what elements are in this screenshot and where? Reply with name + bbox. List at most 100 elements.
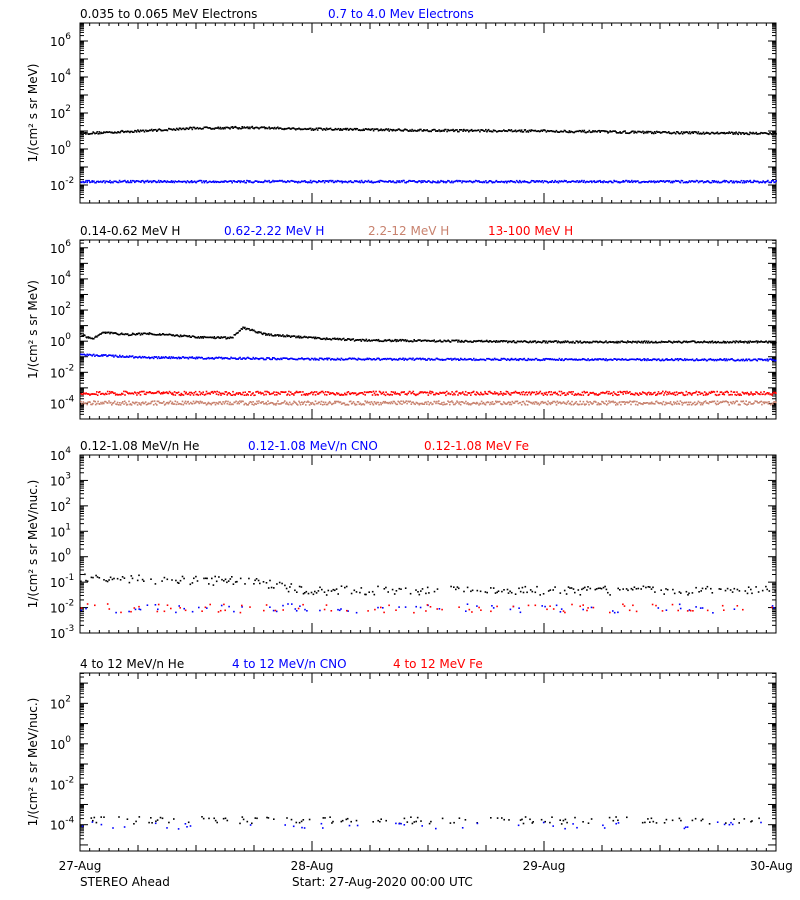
data-point: [567, 181, 569, 183]
data-point: [536, 180, 539, 182]
data-point: [718, 402, 721, 404]
data-point: [301, 128, 304, 131]
data-point: [134, 129, 136, 132]
data-point: [230, 356, 232, 359]
data-point: [606, 130, 608, 133]
data-point: [140, 332, 143, 335]
data-point: [660, 392, 663, 394]
data-point: [422, 181, 424, 183]
data-point: [307, 392, 310, 395]
data-point: [549, 340, 552, 343]
data-point: [139, 129, 142, 132]
data-point: [611, 341, 613, 343]
data-point: [210, 391, 213, 394]
data-point: [596, 394, 598, 396]
data-point: [120, 394, 122, 396]
data-point: [715, 403, 718, 406]
data-point: [671, 359, 674, 361]
data-point: [449, 393, 452, 395]
data-point: [655, 341, 658, 344]
data-point: [398, 128, 400, 130]
data-point: [255, 357, 257, 359]
data-point: [303, 335, 306, 338]
data-point: [706, 359, 709, 362]
data-point: [457, 358, 459, 360]
data-point: [236, 181, 239, 183]
data-point: [488, 340, 491, 342]
data-point: [473, 340, 475, 342]
data-point: [326, 180, 329, 182]
data-point: [629, 181, 631, 183]
data-point: [721, 393, 724, 395]
data-point: [204, 402, 207, 404]
data-point: [158, 181, 161, 184]
data-point: [550, 341, 552, 343]
data-point: [501, 358, 504, 360]
data-point: [730, 390, 732, 393]
data-point: [417, 402, 419, 405]
data-point: [140, 390, 143, 393]
data-point: [433, 339, 435, 341]
data-point: [426, 403, 428, 405]
data-point: [675, 358, 678, 361]
data-point: [701, 358, 704, 361]
data-point: [641, 181, 644, 183]
data-point: [198, 390, 201, 393]
data-point: [157, 334, 160, 336]
data-point: [277, 180, 279, 183]
data-point: [273, 127, 275, 130]
data-point: [154, 402, 157, 405]
data-point: [369, 403, 372, 406]
data-point: [551, 358, 553, 360]
data-point: [650, 402, 652, 405]
data-point: [258, 127, 260, 130]
data-point: [99, 132, 101, 135]
data-point: [567, 131, 570, 134]
data-point: [511, 358, 514, 361]
data-point: [227, 357, 229, 360]
data-point: [331, 358, 334, 360]
data-point: [216, 336, 219, 338]
data-point: [158, 390, 160, 393]
data-point: [186, 127, 188, 130]
data-point: [538, 404, 541, 406]
data-point: [426, 391, 428, 394]
data-point: [723, 393, 726, 396]
data-point: [656, 341, 659, 344]
data-point: [513, 130, 516, 132]
data-point: [524, 359, 527, 361]
data-point: [383, 393, 385, 396]
data-point: [443, 358, 445, 361]
data-point: [753, 179, 755, 182]
data-point: [757, 133, 759, 135]
data-point: [490, 341, 493, 343]
data-point: [598, 180, 600, 182]
data-point: [460, 129, 463, 131]
data-point: [141, 355, 144, 358]
data-point: [405, 340, 408, 343]
data-point: [697, 341, 700, 343]
data-point: [341, 181, 344, 184]
data-point: [587, 358, 589, 360]
data-point: [216, 180, 218, 183]
data-point: [122, 401, 124, 403]
data-point: [442, 359, 444, 361]
data-point: [523, 393, 526, 396]
data-point: [340, 393, 343, 396]
data-point: [176, 181, 179, 183]
data-point: [732, 400, 734, 403]
data-point: [387, 402, 389, 405]
data-point: [516, 400, 519, 403]
data-point: [681, 342, 683, 344]
data-point: [410, 357, 412, 360]
data-point: [699, 393, 702, 395]
data-point: [291, 335, 294, 338]
data-point: [208, 392, 211, 394]
data-point: [496, 400, 499, 403]
data-point: [174, 394, 177, 396]
data-point: [661, 131, 663, 134]
data-point: [713, 359, 716, 362]
data-point: [485, 128, 487, 131]
data-point: [746, 180, 748, 182]
data-point: [230, 336, 232, 339]
